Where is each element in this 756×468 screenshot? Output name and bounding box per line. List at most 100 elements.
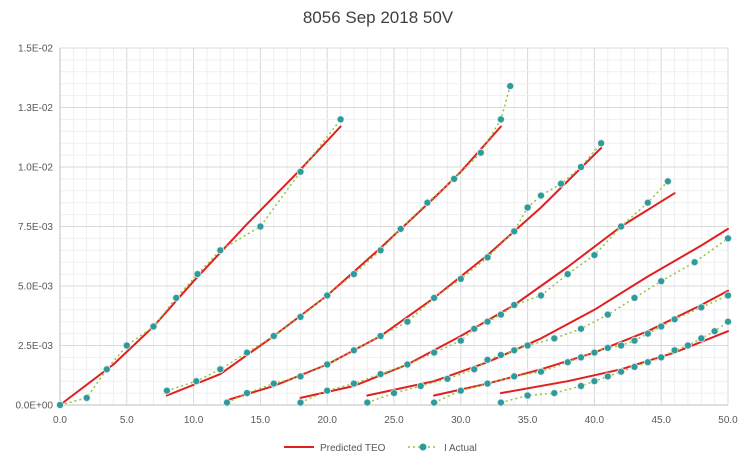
i-actual-point [349, 270, 358, 279]
i-actual-point [617, 341, 625, 350]
i-actual-point [510, 372, 519, 381]
i-actual-point [223, 398, 231, 407]
i-actual-point [657, 353, 666, 362]
i-actual-point [603, 372, 612, 381]
i-actual-point [657, 322, 666, 331]
i-actual-point [597, 139, 605, 148]
y-tick-label: 5.0E-03 [18, 282, 53, 293]
i-actual-point [456, 336, 465, 345]
i-actual-point [430, 293, 439, 302]
i-actual-point [630, 362, 639, 371]
i-actual-point [363, 398, 372, 407]
x-tick-label: 35.0 [518, 415, 538, 426]
i-actual-point [724, 234, 732, 243]
i-actual-point [630, 293, 639, 302]
i-actual-line [500, 321, 729, 404]
i-actual-point [456, 274, 465, 283]
i-actual-point [390, 389, 398, 398]
i-actual-point [470, 324, 479, 333]
legend-predicted-label: Predicted TEO [320, 443, 386, 454]
i-actual-point [643, 329, 652, 338]
i-actual-point [450, 174, 459, 183]
y-tick-label: 1.0E-02 [18, 163, 53, 174]
i-actual-point [483, 355, 492, 364]
i-actual-point [563, 358, 572, 367]
legend-actual-label: I Actual [444, 443, 477, 454]
i-actual-point [376, 332, 385, 340]
i-actual-point [376, 370, 385, 379]
i-actual-point [216, 365, 225, 374]
i-actual-point [416, 382, 425, 390]
i-actual-point [643, 358, 652, 367]
i-actual-point [476, 148, 485, 157]
i-actual-point [617, 222, 625, 231]
chart-title: 8056 Sep 2018 50V [302, 8, 454, 27]
i-actual-point [122, 341, 131, 350]
y-tick-label: 7.5E-03 [18, 222, 53, 233]
legend-actual-swatch-marker [419, 443, 427, 451]
i-actual-point [563, 270, 572, 279]
y-tick-label: 0.0E+00 [15, 401, 53, 412]
x-tick-label: 40.0 [585, 415, 605, 426]
i-actual-point [496, 398, 505, 407]
i-actual-point [630, 336, 639, 345]
i-actual-point [523, 341, 532, 350]
i-actual-point [550, 334, 559, 343]
i-actual-point [470, 365, 479, 374]
i-actual-point [670, 315, 679, 324]
i-actual-line [59, 118, 342, 406]
i-actual-point [256, 222, 265, 231]
i-actual-point [102, 365, 111, 374]
i-actual-point [590, 377, 599, 386]
i-actual-point [430, 348, 439, 357]
i-actual-point [483, 379, 492, 388]
i-actual-point [523, 203, 532, 212]
y-tick-label: 2.5E-03 [18, 341, 53, 352]
x-tick-label: 30.0 [451, 415, 471, 426]
i-actual-point [510, 346, 519, 355]
i-actual-point [323, 386, 332, 395]
i-actual-point [590, 348, 599, 357]
i-actual-point [523, 391, 532, 400]
i-actual-point [710, 327, 719, 336]
i-actual-point [172, 293, 181, 302]
i-actual-point [483, 253, 492, 262]
i-actual-point [577, 324, 585, 333]
i-actual-point [336, 115, 345, 124]
i-actual-point [506, 82, 515, 90]
i-actual-point [216, 246, 225, 255]
i-actual-point [269, 379, 278, 388]
i-actual-point [724, 291, 732, 300]
i-actual-point [443, 374, 452, 383]
i-actual-point [403, 317, 412, 326]
i-actual-point [496, 310, 505, 319]
x-tick-label: 20.0 [317, 415, 337, 426]
x-tick-label: 45.0 [651, 415, 671, 426]
i-actual-point [162, 386, 171, 395]
y-tick-label: 1.5E-02 [18, 44, 53, 55]
i-actual-point [724, 317, 732, 326]
x-tick-label: 0.0 [53, 415, 67, 426]
i-actual-point [537, 291, 545, 300]
i-actual-point [483, 317, 492, 326]
i-actual-point [243, 348, 251, 357]
i-actual-point [82, 393, 91, 402]
predicted-teo-line [226, 147, 603, 402]
i-actual-point [577, 353, 585, 362]
i-actual-point [510, 301, 519, 309]
i-actual-point [269, 332, 278, 340]
i-actual-point [243, 389, 251, 398]
i-actual-point [323, 291, 332, 300]
i-actual-point [577, 382, 585, 390]
i-actual-point [193, 270, 202, 279]
x-tick-label: 50.0 [718, 415, 738, 426]
i-actual-line [226, 142, 602, 404]
i-actual-point [296, 372, 305, 381]
i-actual-point [376, 246, 385, 255]
i-actual-point [296, 167, 305, 176]
i-actual-point [697, 303, 706, 312]
i-actual-point [403, 360, 412, 369]
i-actual-point [149, 322, 158, 331]
i-actual-point [537, 191, 545, 200]
i-actual-point [690, 258, 699, 267]
